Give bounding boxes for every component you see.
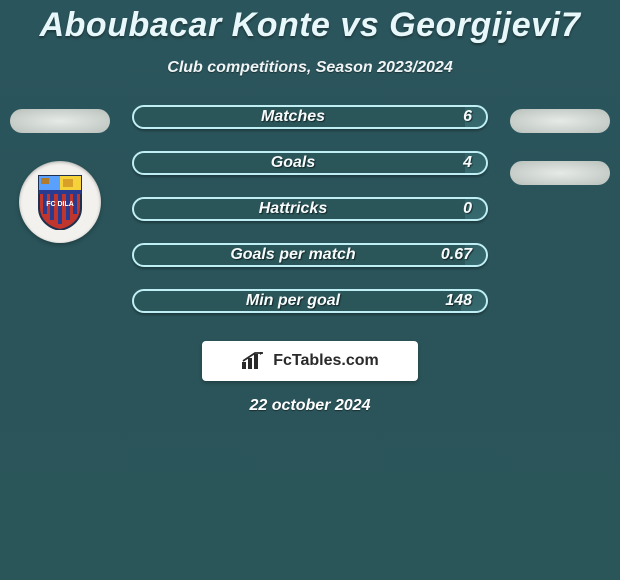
footer-date: 22 october 2024 [0,397,620,415]
stat-value: 6 [438,108,472,126]
player1-avatar-placeholder [10,109,110,133]
stat-bar: Min per goal148 [132,289,488,313]
stat-row: Goals per match0.67 [132,243,488,267]
shield-icon: FC DILA [35,174,85,230]
stats-list: Matches6Goals4Hattricks0Goals per match0… [120,105,500,313]
stat-row: Min per goal148 [132,289,488,313]
page-title: Aboubacar Konte vs Georgijevi7 [0,0,620,45]
brand-text: FcTables.com [273,352,379,370]
player2-club-placeholder [510,161,610,185]
stat-bar: Goals4 [132,151,488,175]
stat-value: 4 [438,154,472,172]
stat-row: Hattricks0 [132,197,488,221]
stat-label: Min per goal [148,292,438,310]
stat-bar: Goals per match0.67 [132,243,488,267]
stat-row: Goals4 [132,151,488,175]
stat-value: 0.67 [438,246,472,264]
comparison-layout: FC DILA Matches6 Goals4 Hattricks0 Goals pe… [0,105,620,313]
right-side [500,105,620,185]
stat-row: Matches6 [132,105,488,129]
left-side: FC DILA [0,105,120,243]
stat-label: Matches [148,108,438,126]
brand-box: FcTables.com [202,341,418,381]
stat-value: 148 [438,292,472,310]
stat-label: Goals per match [148,246,438,264]
player1-club-badge: FC DILA [19,161,101,243]
stat-label: Goals [148,154,438,172]
page-subtitle: Club competitions, Season 2023/2024 [0,59,620,77]
svg-text:FC DILA: FC DILA [46,201,74,208]
brand-logo-icon [241,352,267,370]
stat-value: 0 [438,200,472,218]
stat-label: Hattricks [148,200,438,218]
player2-avatar-placeholder [510,109,610,133]
stat-bar: Matches6 [132,105,488,129]
stat-bar: Hattricks0 [132,197,488,221]
